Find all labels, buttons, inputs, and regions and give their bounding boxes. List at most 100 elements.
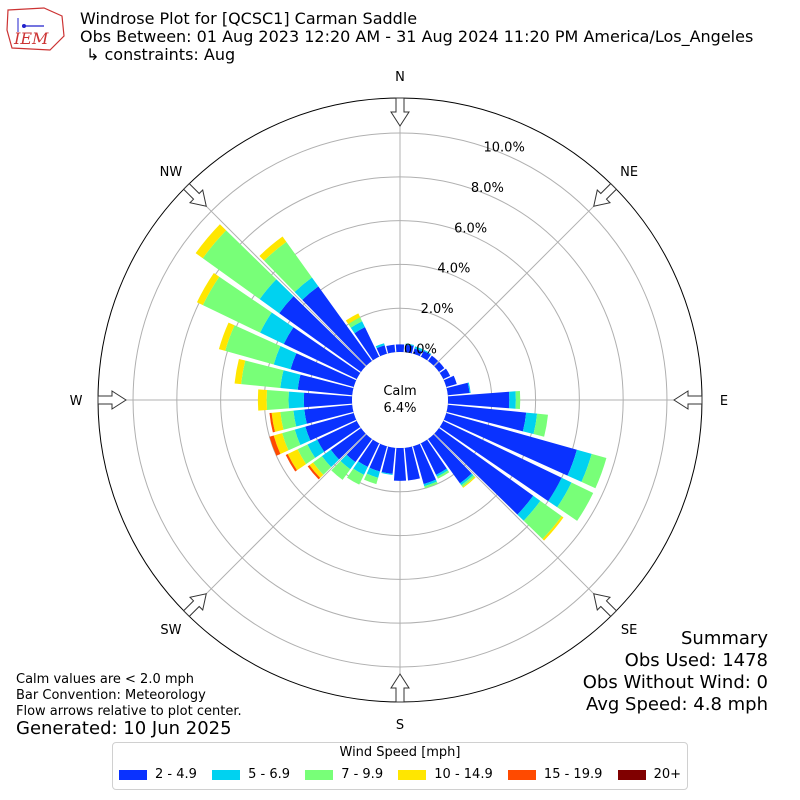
wind-bar-segment (331, 460, 351, 480)
legend-swatch (119, 769, 147, 780)
wind-bar-segment (358, 439, 380, 467)
wind-bar-segment (283, 327, 361, 380)
grid-ring (132, 132, 668, 668)
cardinal-label: NE (620, 165, 638, 180)
wind-bar-segment (293, 409, 307, 427)
wind-bar-segment (439, 420, 562, 502)
arrows-note: Flow arrows relative to plot center. (16, 704, 242, 719)
logo-text: IEM (13, 29, 49, 48)
legend-item: 7 - 9.9 (305, 767, 383, 782)
bar-convention-note: Bar Convention: Meteorology (16, 688, 206, 703)
wind-bar-segment (259, 236, 287, 261)
wind-bar-segment (509, 391, 516, 409)
wind-bar-segment (350, 321, 365, 334)
radial-tick-label: 2.0% (421, 302, 454, 317)
wind-bar-segment (309, 462, 324, 478)
legend-label: 2 - 4.9 (155, 767, 197, 782)
summary-title: Summary (681, 628, 768, 649)
wind-bar-segment (307, 439, 325, 458)
radial-tick-label: 4.0% (437, 262, 470, 277)
wind-bar-segment (414, 346, 423, 352)
wind-bar-segment (428, 355, 439, 366)
wind-bar-segment (317, 420, 361, 452)
direction-arrows (97, 97, 703, 703)
wind-bar-segment (404, 344, 414, 354)
wind-bar-segment (307, 465, 321, 480)
wind-bar-segment (313, 456, 332, 475)
wind-bar-segment (195, 224, 227, 259)
wind-bar-segment (428, 434, 472, 484)
grid-ring (176, 176, 624, 624)
wind-bar-segment (446, 382, 470, 396)
wind-bar-segment (330, 428, 366, 460)
wind-bar-segment (567, 449, 592, 482)
wind-bar-segment (375, 343, 385, 349)
wind-bar-segment (225, 325, 281, 365)
wind-bar-segment (279, 296, 366, 372)
direction-arrow (390, 673, 410, 703)
wind-bar-segment (282, 429, 301, 451)
wind-bar-segment (321, 449, 340, 468)
legend-items: 2 - 4.9 5 - 6.9 7 - 9.9 10 - 14.9 15 - 19.9 2… (119, 767, 681, 782)
grid-ring (220, 220, 580, 580)
wind-bar-segment (412, 348, 423, 357)
chart-title: Windrose Plot for [QCSC1] Carman Saddle (80, 9, 418, 28)
grid-spoke (186, 433, 367, 614)
wind-bar-segment (305, 412, 357, 441)
wind-bar-segment (266, 389, 289, 411)
wind-bar-segment (269, 412, 275, 433)
cardinal-label: SW (160, 623, 181, 638)
wind-bar-segment (542, 516, 564, 541)
legend-item: 15 - 19.9 (507, 767, 602, 782)
wind-bar-segment (348, 317, 363, 328)
cardinal-label: N (395, 70, 405, 85)
cardinal-label: S (396, 718, 404, 733)
constraints-label: ↳ constraints: Aug (86, 45, 236, 64)
calm-value: 6.4% (383, 401, 416, 416)
wind-bar-segment (297, 374, 354, 396)
radial-tick-label: 8.0% (471, 181, 504, 196)
iem-logo: IEM (6, 7, 65, 51)
legend-label: 5 - 6.9 (248, 767, 290, 782)
wind-bar-segment (273, 346, 297, 370)
direction-arrow (593, 593, 618, 618)
wind-bar-segment (381, 446, 396, 474)
direction-arrow (390, 97, 410, 127)
wind-bar-segment (304, 404, 354, 424)
wind-bar-segment (285, 454, 298, 472)
wind-bar-segment (405, 343, 415, 347)
wind-bar-segment (297, 444, 316, 465)
wind-bar-segment (271, 411, 284, 432)
wind-bar-segment (280, 370, 301, 390)
wind-bar-segment (443, 412, 577, 476)
legend-swatch (617, 769, 646, 780)
wind-bar-segment (340, 454, 356, 470)
wind-bar-segment (423, 349, 432, 355)
wind-bar-segment (420, 439, 447, 475)
title-block: Windrose Plot for [QCSC1] Carman Saddle … (80, 10, 753, 64)
wind-bar-segment (294, 426, 311, 445)
wind-bar-segment (366, 467, 380, 478)
calm-circle (352, 352, 448, 448)
wind-bar-segment (202, 230, 277, 300)
wind-bar-segment (354, 327, 380, 361)
legend-title: Wind Speed [mph] (339, 745, 461, 760)
wind-bar-segment (424, 481, 438, 489)
wind-bar-segment (557, 482, 594, 521)
wind-bar-segment (364, 473, 379, 485)
wind-bar-segment (196, 273, 220, 306)
cardinal-label: W (70, 394, 83, 409)
wind-bar-segment (395, 344, 405, 353)
wind-bar-segment (353, 461, 368, 475)
wind-bar-segment (404, 446, 420, 481)
wind-bar-segment (269, 435, 281, 456)
wind-bar-segment (423, 479, 437, 487)
radial-tick-label: 10.0% (484, 140, 525, 155)
direction-arrow (673, 390, 703, 410)
wind-bar-segment (386, 344, 396, 354)
grid-spoke (186, 186, 367, 367)
legend: Wind Speed [mph] 2 - 4.9 5 - 6.9 7 - 9.9 10… (112, 742, 688, 790)
wind-bar-segment (515, 390, 521, 410)
